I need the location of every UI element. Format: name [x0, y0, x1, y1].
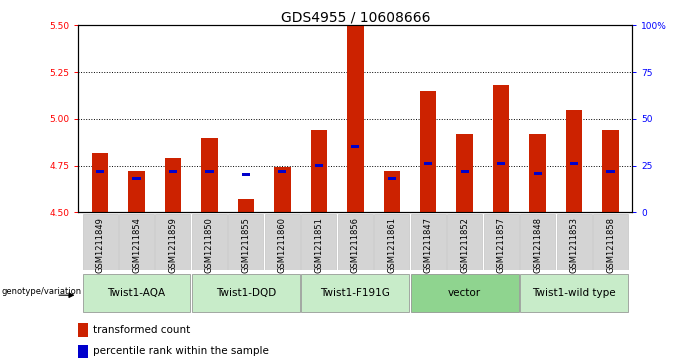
- FancyBboxPatch shape: [301, 274, 409, 312]
- FancyBboxPatch shape: [556, 214, 592, 270]
- FancyBboxPatch shape: [228, 214, 263, 270]
- Bar: [315, 164, 323, 167]
- Bar: [311, 130, 327, 212]
- Bar: [420, 91, 437, 212]
- Bar: [165, 158, 181, 212]
- FancyBboxPatch shape: [411, 214, 445, 270]
- FancyBboxPatch shape: [156, 214, 190, 270]
- Text: Twist1-wild type: Twist1-wild type: [532, 288, 616, 298]
- Text: GSM1211856: GSM1211856: [351, 217, 360, 273]
- Text: GSM1211860: GSM1211860: [278, 217, 287, 273]
- Bar: [534, 172, 542, 175]
- FancyBboxPatch shape: [192, 214, 227, 270]
- Text: Twist1-AQA: Twist1-AQA: [107, 288, 166, 298]
- Bar: [201, 138, 218, 212]
- Bar: [607, 170, 615, 173]
- Title: GDS4955 / 10608666: GDS4955 / 10608666: [281, 10, 430, 24]
- Text: genotype/variation: genotype/variation: [1, 286, 82, 295]
- Text: Twist1-DQD: Twist1-DQD: [216, 288, 276, 298]
- Bar: [570, 162, 578, 165]
- Bar: [424, 162, 432, 165]
- Text: GSM1211861: GSM1211861: [388, 217, 396, 273]
- Text: GSM1211853: GSM1211853: [570, 217, 579, 273]
- FancyBboxPatch shape: [265, 214, 300, 270]
- Text: GSM1211854: GSM1211854: [132, 217, 141, 273]
- Bar: [274, 167, 290, 212]
- FancyBboxPatch shape: [82, 214, 118, 270]
- FancyBboxPatch shape: [483, 214, 519, 270]
- Text: GSM1211859: GSM1211859: [169, 217, 177, 273]
- Text: vector: vector: [448, 288, 481, 298]
- Bar: [602, 130, 619, 212]
- FancyBboxPatch shape: [82, 274, 190, 312]
- Text: GSM1211858: GSM1211858: [606, 217, 615, 273]
- Bar: [384, 171, 400, 212]
- FancyBboxPatch shape: [520, 214, 555, 270]
- Bar: [133, 177, 141, 180]
- Text: percentile rank within the sample: percentile rank within the sample: [93, 346, 269, 356]
- Text: GSM1211855: GSM1211855: [241, 217, 250, 273]
- FancyBboxPatch shape: [192, 274, 300, 312]
- Bar: [456, 134, 473, 212]
- Bar: [238, 199, 254, 212]
- Text: transformed count: transformed count: [93, 325, 190, 335]
- FancyBboxPatch shape: [411, 274, 519, 312]
- FancyBboxPatch shape: [119, 214, 154, 270]
- Bar: [460, 170, 469, 173]
- Bar: [78, 323, 88, 337]
- Bar: [351, 146, 360, 148]
- Bar: [493, 85, 509, 212]
- Bar: [169, 170, 177, 173]
- Bar: [530, 134, 546, 212]
- FancyBboxPatch shape: [447, 214, 482, 270]
- Text: GSM1211847: GSM1211847: [424, 217, 432, 273]
- Text: Twist1-F191G: Twist1-F191G: [320, 288, 390, 298]
- Bar: [96, 170, 104, 173]
- Bar: [205, 170, 214, 173]
- FancyBboxPatch shape: [301, 214, 337, 270]
- FancyBboxPatch shape: [338, 214, 373, 270]
- FancyBboxPatch shape: [593, 214, 628, 270]
- Text: GSM1211851: GSM1211851: [314, 217, 323, 273]
- Bar: [278, 170, 286, 173]
- Bar: [92, 152, 108, 212]
- Text: GSM1211848: GSM1211848: [533, 217, 542, 273]
- Text: GSM1211857: GSM1211857: [496, 217, 506, 273]
- Bar: [129, 171, 145, 212]
- Text: GSM1211852: GSM1211852: [460, 217, 469, 273]
- Bar: [242, 174, 250, 176]
- Text: GSM1211849: GSM1211849: [96, 217, 105, 273]
- Bar: [566, 110, 582, 212]
- Bar: [497, 162, 505, 165]
- Bar: [347, 25, 364, 212]
- FancyBboxPatch shape: [520, 274, 628, 312]
- Text: GSM1211850: GSM1211850: [205, 217, 214, 273]
- FancyBboxPatch shape: [374, 214, 409, 270]
- Bar: [78, 344, 88, 358]
- Bar: [388, 177, 396, 180]
